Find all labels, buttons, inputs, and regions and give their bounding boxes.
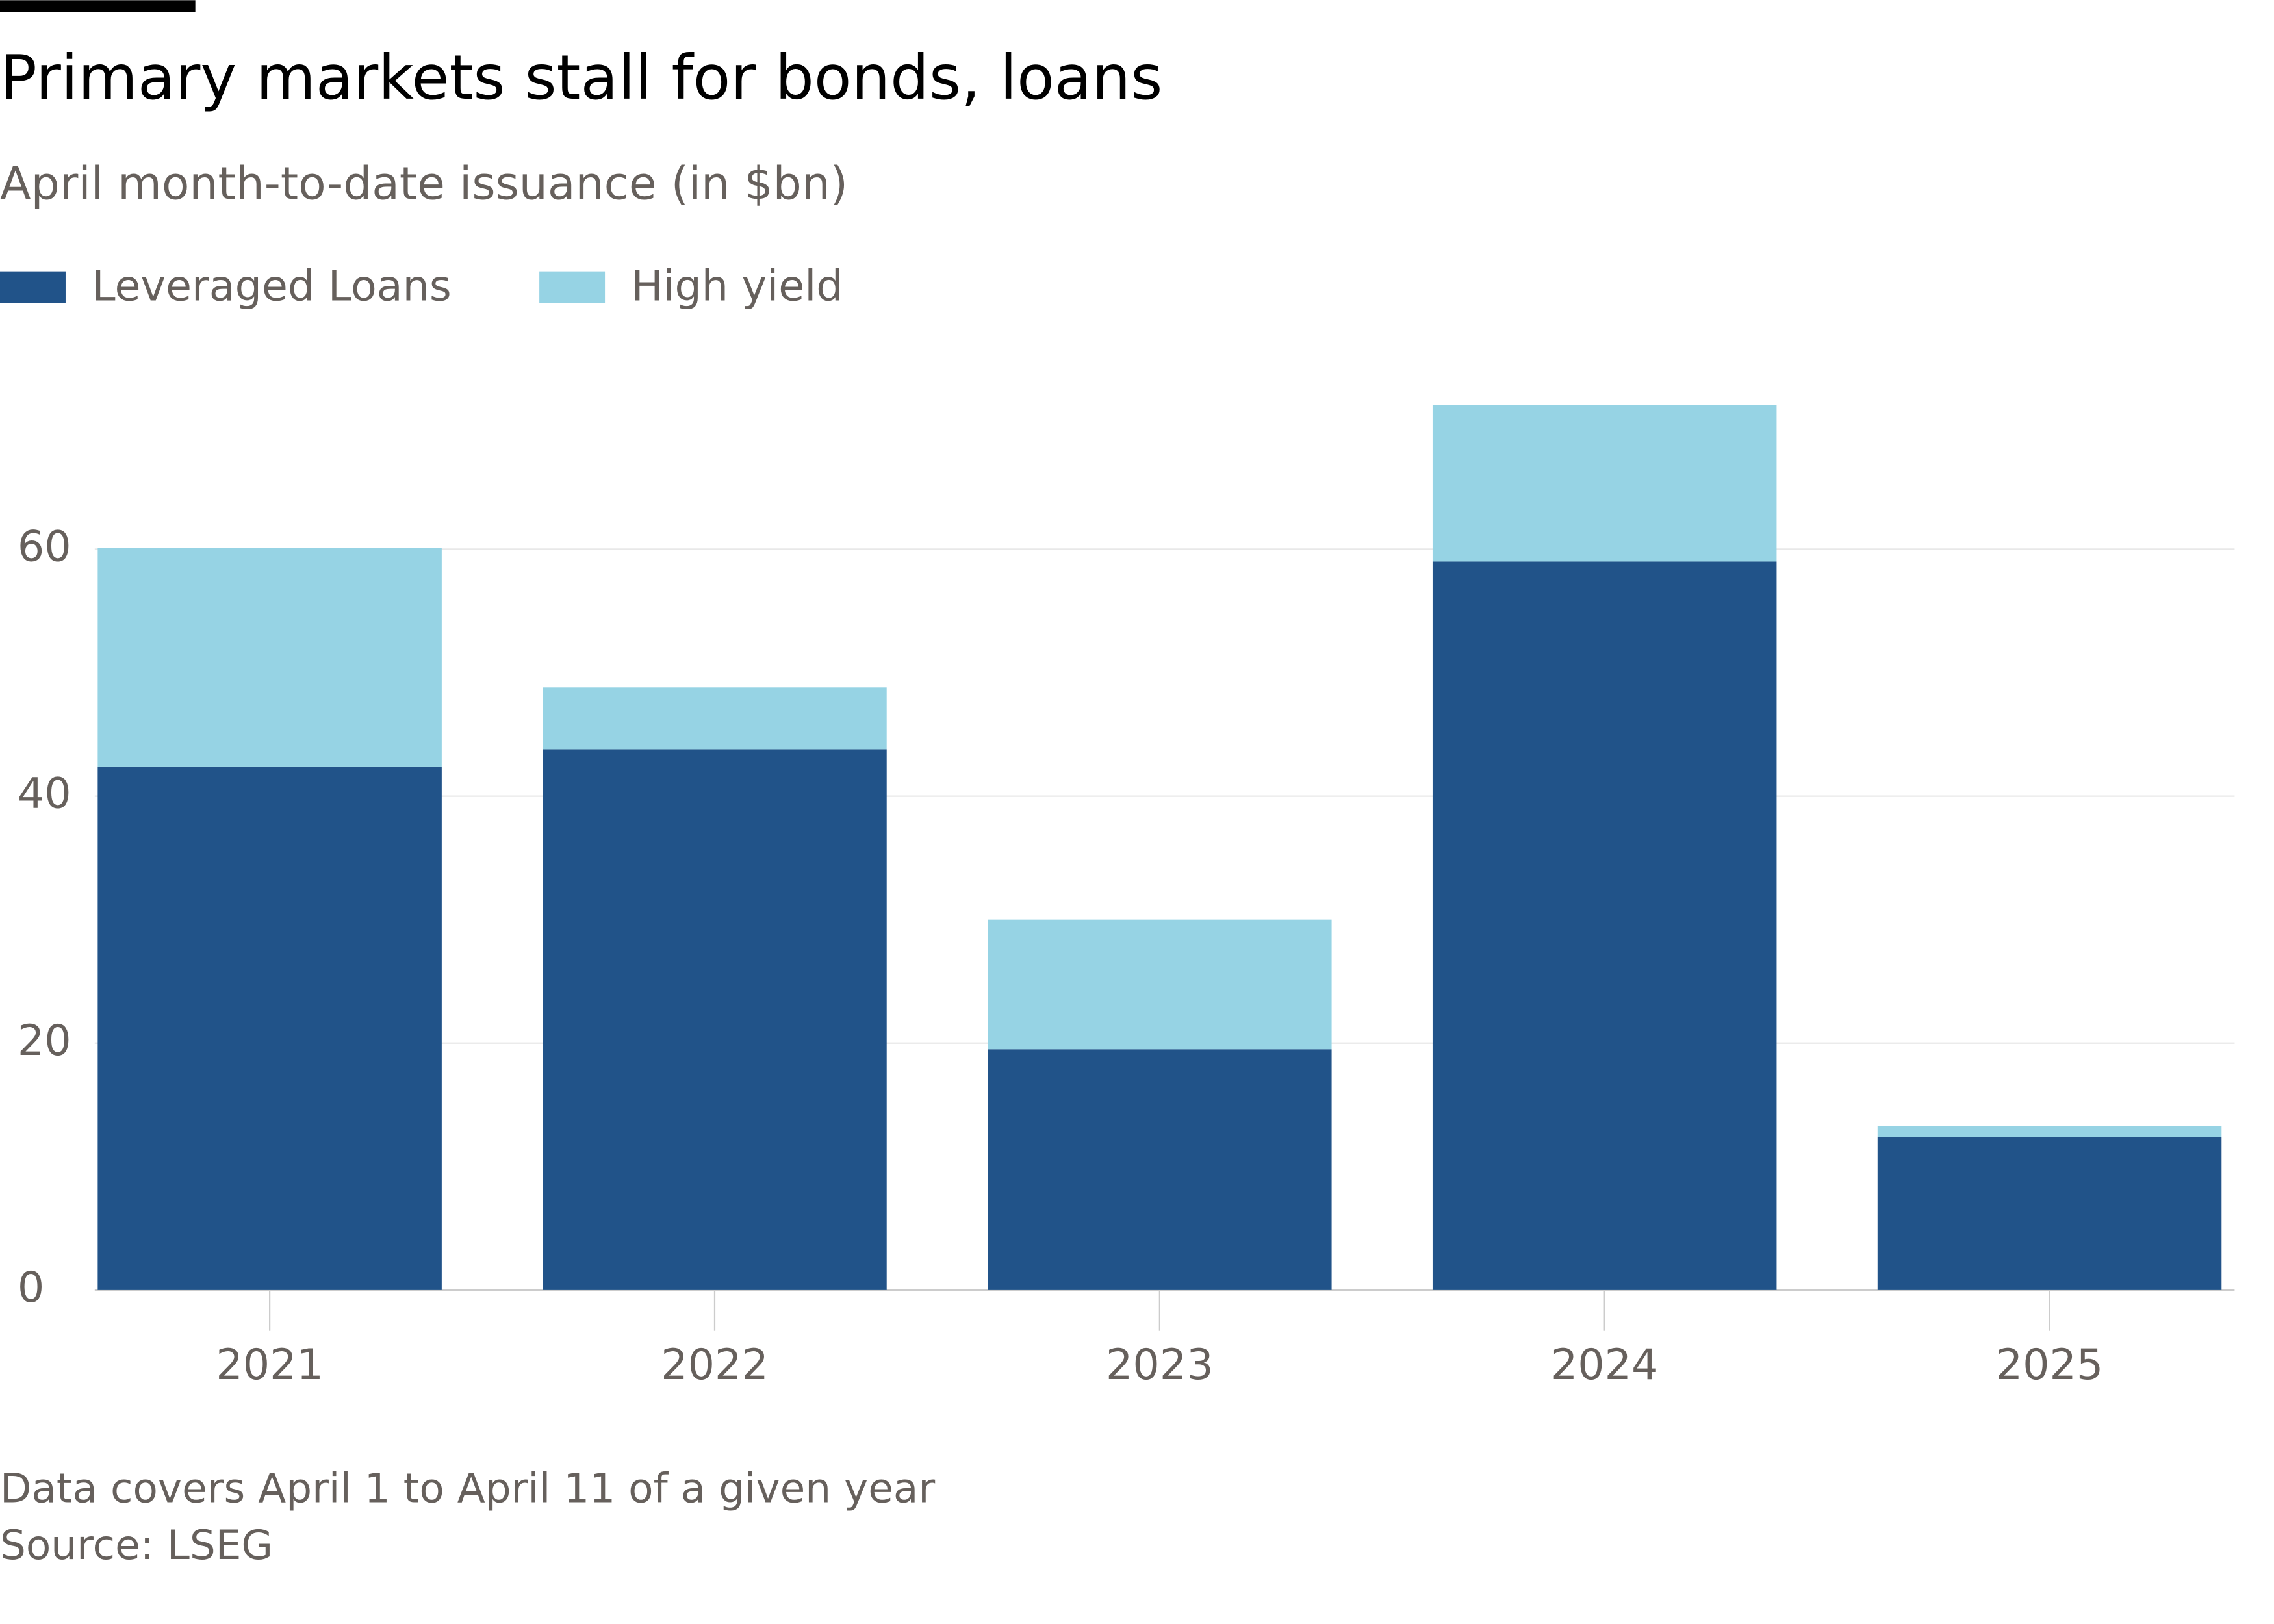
x-tick-label: 2022 (661, 1341, 769, 1389)
chart-subtitle: April month-to-date issuance (in $bn) (0, 158, 848, 210)
legend-label: High yield (631, 262, 843, 311)
bar-segment (1877, 1137, 2222, 1290)
bar-segment (1432, 561, 1777, 1290)
legend-label: Leveraged Loans (92, 262, 451, 311)
bar-segment (97, 548, 442, 767)
legend-swatch (539, 271, 606, 303)
y-tick-label: 20 (18, 1017, 71, 1065)
bar-segment (97, 766, 442, 1290)
note: Data covers April 1 to April 11 of a giv… (0, 1465, 935, 1512)
bar-segment (543, 749, 887, 1290)
x-tick-label: 2024 (1551, 1341, 1659, 1389)
x-tick-label: 2023 (1106, 1341, 1214, 1389)
legend-swatch (0, 271, 66, 303)
bar-segment (1432, 405, 1777, 562)
bar-segment (988, 919, 1332, 1050)
y-tick-label: 0 (18, 1263, 44, 1312)
x-tick-label: 2021 (216, 1341, 324, 1389)
x-tick-label: 2025 (1996, 1341, 2104, 1389)
source: Source: LSEG (0, 1521, 273, 1569)
y-tick-label: 60 (18, 522, 71, 571)
y-tick-label: 40 (18, 770, 71, 818)
brand-bar (0, 0, 196, 12)
bar-segment (988, 1049, 1332, 1290)
bar-segment (1877, 1126, 2222, 1137)
chart-title: Primary markets stall for bonds, loans (0, 43, 1162, 114)
bar-segment (543, 687, 887, 750)
